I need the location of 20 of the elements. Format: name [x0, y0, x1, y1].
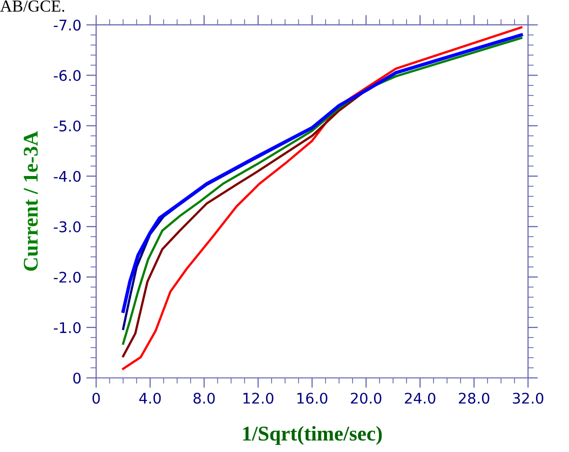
- x-tick-label: 32.0: [512, 392, 544, 404]
- x-tick-label: 28.0: [458, 392, 490, 404]
- x-tick-label: 20.0: [350, 392, 382, 404]
- x-tick-label: 8.0: [194, 392, 215, 404]
- y-tick-label: -5.0: [54, 120, 81, 132]
- text: AB/GCE.: [0, 0, 64, 12]
- x-axis-title: 1/Sqrt(time/sec): [243, 426, 382, 445]
- x-tick-label: 16.0: [297, 392, 328, 404]
- y-tick-label: -7.0: [54, 20, 81, 31]
- x-tick-label: 4.0: [139, 392, 161, 404]
- y-tick-label: -4.0: [54, 170, 81, 182]
- x-tick-label: 12.0: [243, 392, 274, 404]
- y-tick-label: -6.0: [54, 70, 81, 82]
- y-tick-label: -2.0: [54, 272, 81, 283]
- y-tick-label: -1.0: [54, 322, 81, 334]
- x-tick-label: 24.0: [404, 392, 436, 404]
- y-tick-label: 0: [73, 372, 81, 384]
- y-tick-label: -3.0: [54, 221, 81, 232]
- x-tick-label: 0: [92, 392, 100, 404]
- y-axis-title: Current / 1e-3A: [24, 131, 38, 271]
